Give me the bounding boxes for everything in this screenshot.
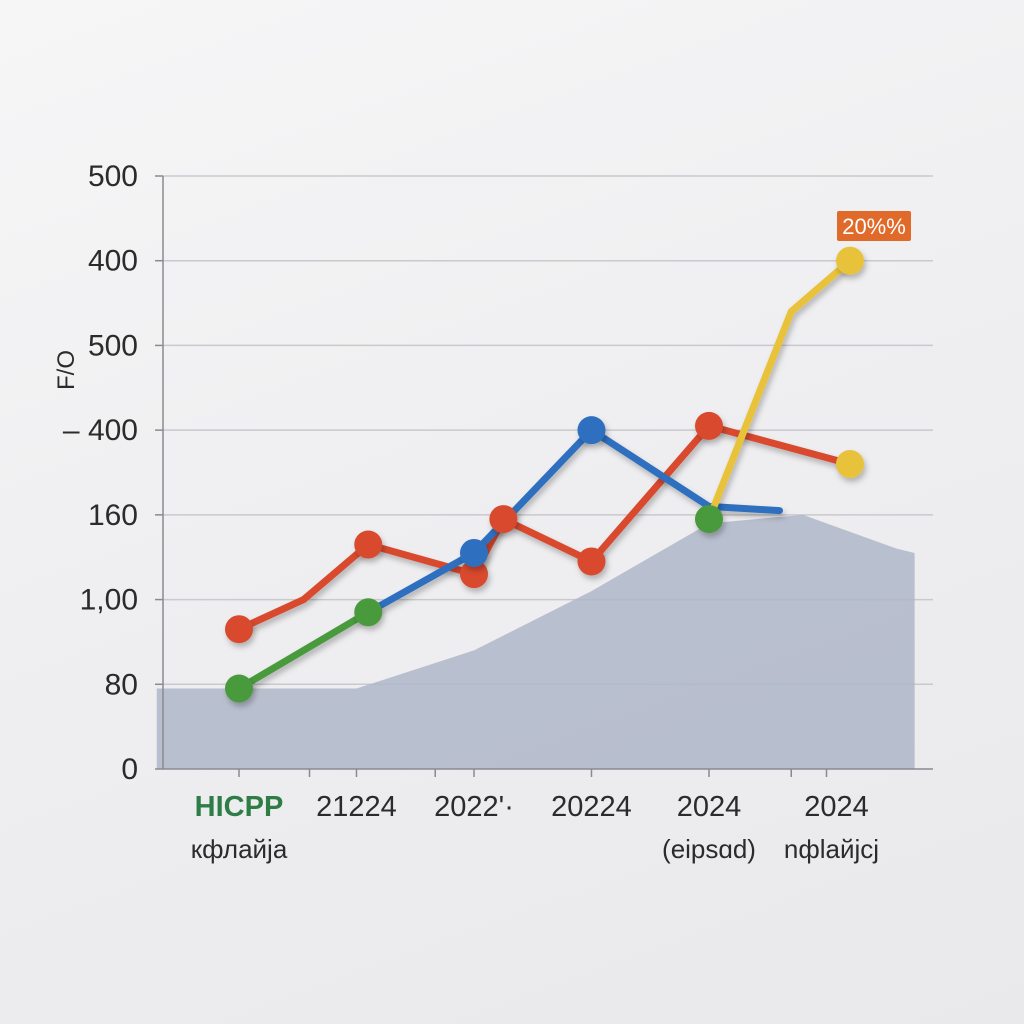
y-tick-label: 80 — [105, 668, 138, 701]
x-tick-label: 21224 — [316, 791, 397, 823]
x-tick-sublabel: (eipsɑd) — [662, 834, 756, 864]
data-point — [354, 530, 383, 559]
x-tick-label: HICPP — [195, 791, 284, 823]
data-point — [836, 246, 864, 275]
x-tick-label: 20224 — [551, 791, 632, 823]
y-tick-label: 160 — [88, 499, 138, 532]
y-tick-label: 1,00 — [80, 584, 138, 617]
shaded-area — [156, 514, 915, 769]
y-tick-label: 500 — [88, 160, 138, 193]
data-point — [836, 450, 864, 479]
y-tick-label: 400 — [88, 245, 138, 278]
y-tick-label: – 400 — [63, 414, 138, 447]
x-tick-sublabel: nфlaйjcj — [784, 834, 879, 864]
data-point — [354, 598, 383, 627]
callout-text: 20%% — [842, 214, 906, 239]
series-line — [235, 608, 372, 693]
data-point — [460, 538, 488, 567]
y-axis-label: F/O — [53, 350, 80, 390]
y-tick-label: 500 — [88, 329, 138, 362]
data-point — [489, 505, 518, 534]
data-point — [225, 674, 253, 703]
series-line — [235, 422, 854, 633]
data-point — [695, 411, 723, 440]
x-tick-labels: HICPP кфлайja 21224 2022'· 20224 2024 (eipsɑd)… — [191, 791, 879, 864]
data-point — [695, 505, 723, 534]
x-tick-label: 2022'· — [434, 791, 514, 823]
y-tick-label: 0 — [121, 753, 138, 786]
x-tick-label: 2024 — [677, 791, 742, 823]
x-tick-sublabel: кфлайja — [191, 834, 288, 864]
data-point — [577, 547, 606, 576]
axes — [155, 175, 933, 777]
series-markers — [225, 246, 864, 703]
gridlines — [163, 175, 933, 686]
x-tick-label: 2024 — [804, 791, 869, 823]
data-point — [460, 560, 488, 589]
series-line — [705, 257, 854, 523]
data-point — [225, 615, 253, 644]
data-point — [577, 416, 606, 445]
area-fill — [156, 514, 915, 769]
y-tick-labels: 500 400 500 – 400 160 1,00 80 0 — [63, 160, 138, 786]
callout-badge: 20%% — [837, 211, 911, 241]
